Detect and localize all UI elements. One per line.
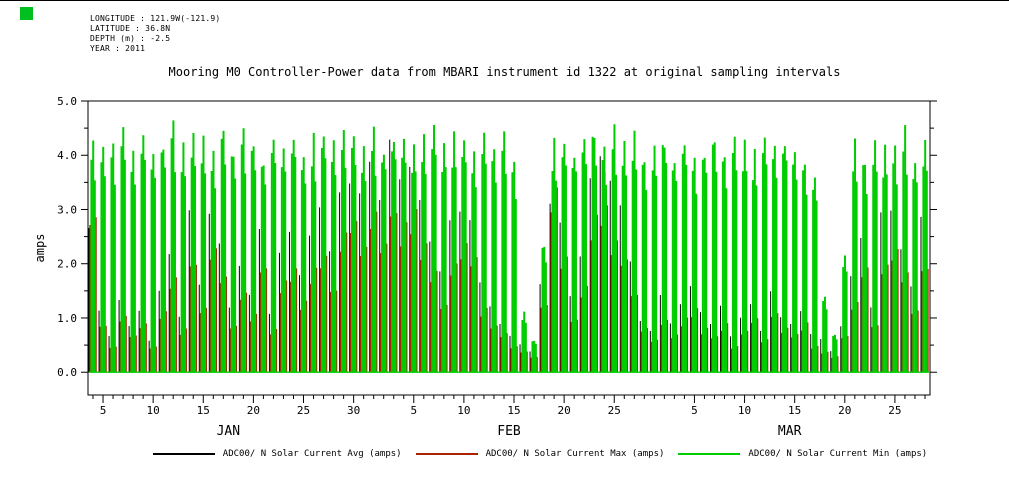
month-label: JAN xyxy=(217,424,240,439)
year-label: YEAR : 2011 xyxy=(90,44,146,53)
y-tick-label: 0.0 xyxy=(57,366,77,379)
x-tick-label: 25 xyxy=(608,404,621,417)
legend-item-avg: ADC00/ N Solar Current Avg (amps) xyxy=(152,449,402,459)
x-tick-label: 15 xyxy=(507,404,520,417)
x-tick-label: 10 xyxy=(147,404,160,417)
plot-title: Mooring M0 Controller-Power data from MB… xyxy=(168,65,841,79)
x-tick-label: 5 xyxy=(691,404,698,417)
metadata-header: LONGITUDE : 121.9W(-121.9) LATITUDE : 36… xyxy=(90,14,220,54)
y-tick-label: 4.0 xyxy=(57,149,77,162)
x-tick-label: 20 xyxy=(838,404,851,417)
plot-frame xyxy=(87,100,931,396)
corner-color-square xyxy=(20,7,33,20)
legend-line-min xyxy=(678,453,741,455)
x-tick-label: 10 xyxy=(738,404,751,417)
legend-item-min: ADC00/ N Solar Current Min (amps) xyxy=(678,449,927,459)
legend: ADC00/ N Solar Current Avg (amps) ADC00/… xyxy=(110,449,970,459)
y-tick-label: 1.0 xyxy=(57,312,77,325)
x-tick-label: 15 xyxy=(197,404,210,417)
legend-label-max: ADC00/ N Solar Current Max (amps) xyxy=(485,449,665,459)
legend-line-avg xyxy=(152,453,215,455)
month-label: FEB xyxy=(497,424,521,439)
legend-label-min: ADC00/ N Solar Current Min (amps) xyxy=(748,449,928,459)
x-tick-label: 20 xyxy=(558,404,571,417)
x-tick-label: 5 xyxy=(100,404,107,417)
depth-label: DEPTH (m) : -2.5 xyxy=(90,34,171,43)
y-tick-label: 2.0 xyxy=(57,258,77,271)
x-tick-label: 20 xyxy=(247,404,260,417)
longitude-label: LONGITUDE : 121.9W(-121.9) xyxy=(90,14,221,23)
month-label: MAR xyxy=(778,424,802,439)
x-tick-label: 10 xyxy=(457,404,470,417)
y-tick-label: 5.0 xyxy=(57,95,77,108)
legend-label-avg: ADC00/ N Solar Current Avg (amps) xyxy=(222,449,402,459)
x-tick-label: 15 xyxy=(788,404,801,417)
y-tick-label: 3.0 xyxy=(57,203,77,216)
latitude-label: LATITUDE : 36.8N xyxy=(90,24,171,33)
x-tick-label: 25 xyxy=(888,404,901,417)
legend-line-max xyxy=(415,453,478,455)
y-axis-label: amps xyxy=(33,233,47,263)
legend-item-max: ADC00/ N Solar Current Max (amps) xyxy=(415,449,665,459)
x-tick-label: 30 xyxy=(347,404,360,417)
x-tick-label: 5 xyxy=(410,404,417,417)
x-tick-label: 25 xyxy=(297,404,310,417)
